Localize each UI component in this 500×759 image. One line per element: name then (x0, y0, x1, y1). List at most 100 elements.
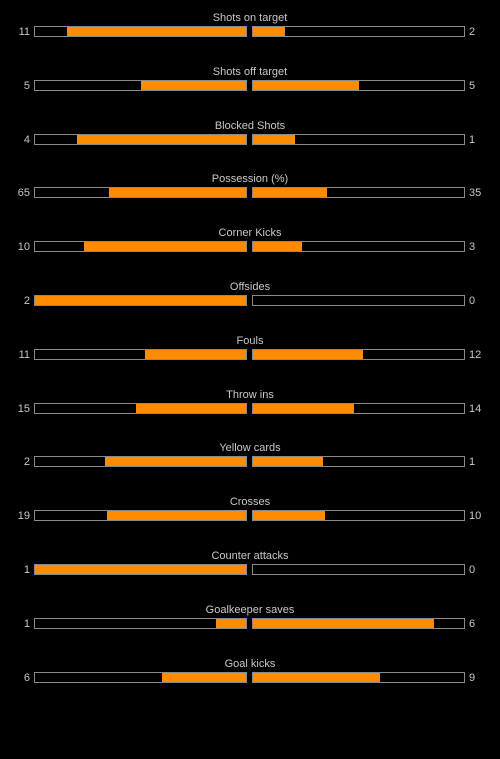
home-bar-fill (140, 80, 246, 90)
home-bar-fill (106, 511, 246, 521)
home-bar (34, 563, 247, 575)
home-value: 19 (17, 510, 30, 523)
stat-row: Goalkeeper saves 1 6 (0, 602, 500, 656)
away-value: 12 (469, 348, 482, 361)
stat-label: Counter attacks (211, 549, 289, 562)
stat-row: Corner Kicks 10 3 (0, 225, 500, 279)
home-bar (34, 617, 247, 629)
away-value: 10 (469, 510, 482, 523)
home-value: 15 (17, 402, 30, 415)
stat-row: Crosses 19 10 (0, 494, 500, 548)
home-value: 11 (18, 348, 30, 361)
home-value: 65 (17, 187, 30, 200)
home-bar (34, 671, 247, 683)
stat-label: Corner Kicks (218, 227, 282, 240)
home-bar (34, 348, 247, 360)
stat-label: Offsides (229, 280, 271, 293)
home-bar-fill (104, 457, 246, 467)
home-value: 1 (23, 617, 30, 630)
home-bar-fill (83, 242, 246, 252)
away-bar-fill (253, 672, 380, 682)
home-bar (34, 241, 247, 253)
away-bar (252, 348, 465, 360)
stat-label: Throw ins (226, 388, 274, 401)
home-value: 11 (18, 26, 30, 38)
home-bar (34, 294, 247, 306)
stat-label: Shots off target (212, 65, 288, 78)
away-bar (252, 510, 465, 522)
stat-label: Goal kicks (224, 657, 276, 670)
stat-label: Shots on target (212, 12, 288, 24)
away-bar-fill (253, 457, 323, 467)
stat-row: Offsides 2 0 (0, 279, 500, 333)
stat-row: Throw ins 15 14 (0, 387, 500, 441)
away-bar (252, 133, 465, 145)
home-bar-fill (108, 188, 246, 198)
home-value: 2 (23, 294, 30, 307)
stat-row: Shots off target 5 5 (0, 64, 500, 118)
home-value: 4 (23, 133, 30, 146)
stat-row: Shots on target 11 2 (0, 10, 500, 64)
home-value: 6 (23, 671, 30, 684)
stat-label: Yellow cards (219, 442, 281, 455)
home-bar (34, 26, 247, 37)
stat-label: Possession (%) (211, 173, 289, 186)
away-value: 0 (469, 294, 476, 307)
away-bar-fill (253, 188, 327, 198)
away-bar (252, 187, 465, 199)
stat-label: Fouls (236, 334, 264, 347)
away-bar-fill (253, 242, 302, 252)
home-bar-fill (136, 403, 246, 413)
away-bar-fill (253, 349, 363, 359)
home-bar (34, 456, 247, 468)
away-bar-fill (253, 134, 296, 144)
stat-row: Possession (%) 65 35 (0, 171, 500, 225)
home-value: 1 (23, 563, 30, 576)
stat-label: Crosses (229, 496, 271, 509)
away-bar (252, 671, 465, 683)
home-value: 5 (23, 79, 30, 92)
away-bar (252, 79, 465, 91)
away-bar (252, 402, 465, 414)
away-bar (252, 294, 465, 306)
home-value: 10 (17, 241, 30, 254)
away-value: 3 (469, 241, 476, 254)
away-bar-fill (253, 80, 359, 90)
away-value: 1 (469, 133, 476, 146)
home-bar-fill (35, 564, 246, 574)
stat-label: Goalkeeper saves (205, 603, 295, 616)
away-bar-fill (253, 618, 435, 628)
home-bar (34, 187, 247, 199)
stat-row: Goal kicks 6 9 (0, 656, 500, 710)
match-stats-list: Shots on target 11 2 Shots off target 5 5 Bloc… (0, 10, 500, 710)
away-value: 35 (469, 187, 482, 200)
away-value: 2 (469, 26, 476, 38)
away-bar (252, 241, 465, 253)
away-bar (252, 563, 465, 575)
home-bar-fill (216, 618, 246, 628)
home-bar-fill (66, 27, 246, 36)
away-bar (252, 26, 465, 37)
home-bar (34, 402, 247, 414)
stat-row: Yellow cards 2 1 (0, 440, 500, 494)
away-bar-fill (253, 27, 285, 36)
home-bar-fill (35, 295, 246, 305)
home-bar (34, 79, 247, 91)
stat-row: Fouls 11 12 (0, 333, 500, 387)
stat-row: Blocked Shots 4 1 (0, 118, 500, 172)
away-bar (252, 617, 465, 629)
away-value: 6 (469, 617, 476, 630)
away-value: 14 (469, 402, 482, 415)
home-bar (34, 510, 247, 522)
away-value: 9 (469, 671, 476, 684)
away-bar-fill (253, 511, 325, 521)
stat-row: Counter attacks 1 0 (0, 548, 500, 602)
home-bar (34, 133, 247, 145)
away-value: 0 (469, 563, 476, 576)
home-bar-fill (161, 672, 246, 682)
home-bar-fill (77, 134, 246, 144)
stat-label: Blocked Shots (214, 119, 286, 132)
away-value: 5 (469, 79, 476, 92)
home-bar-fill (144, 349, 246, 359)
home-value: 2 (23, 456, 30, 469)
